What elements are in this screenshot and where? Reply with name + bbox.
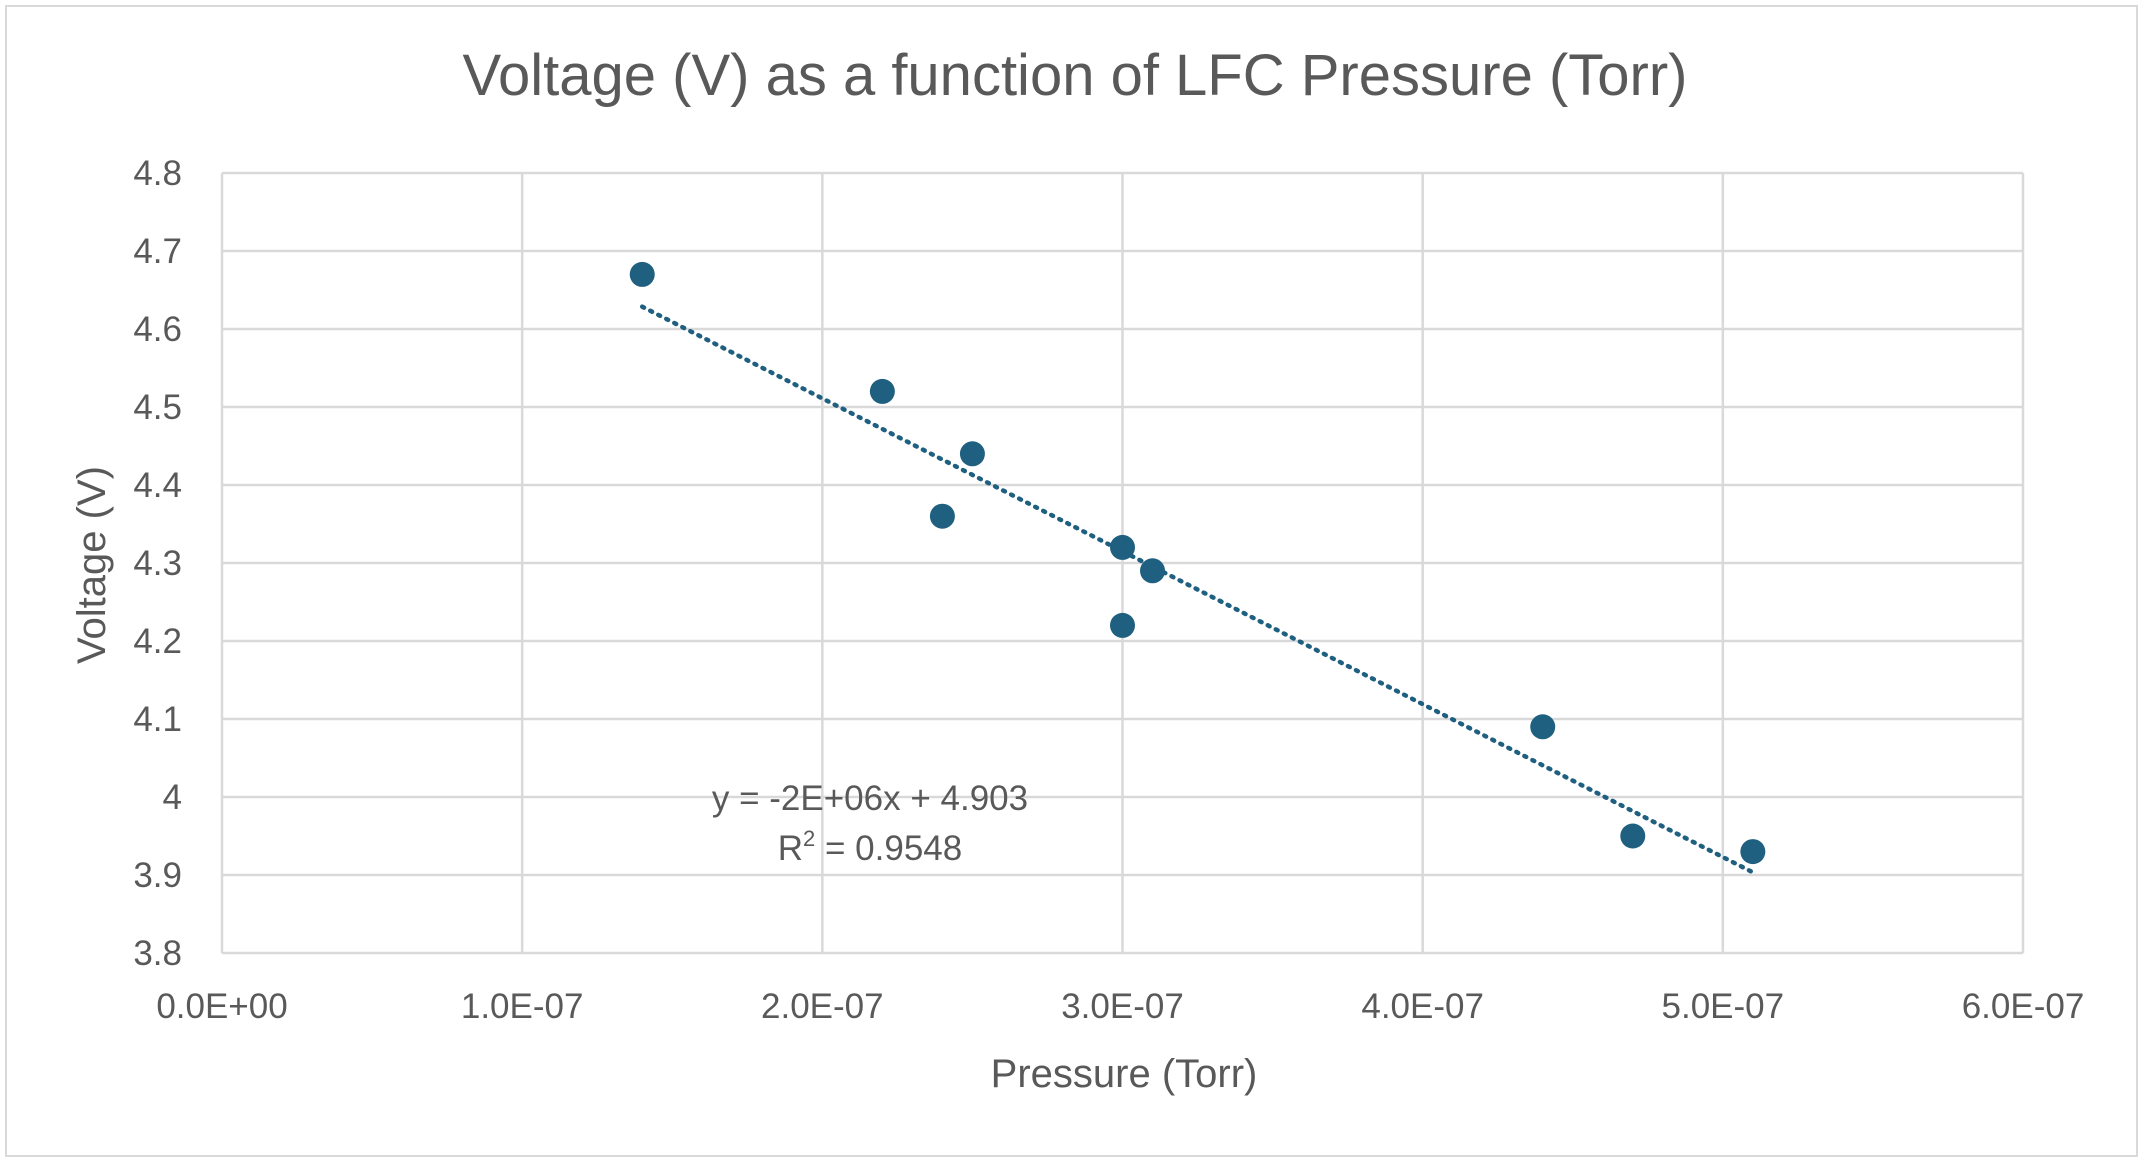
y-tick-label: 4.1 bbox=[133, 700, 182, 739]
data-point bbox=[869, 378, 895, 404]
r-squared-value: = 0.9548 bbox=[815, 829, 962, 868]
gridlines bbox=[220, 171, 2025, 955]
y-axis-tick-labels: 3.8 3.9 4 4.1 4.2 4.3 4.4 4.5 4.6 4.7 4.8 bbox=[133, 154, 182, 973]
x-tick-label: 2.0E-07 bbox=[761, 987, 884, 1026]
data-point bbox=[1530, 714, 1556, 740]
chart-title: Voltage (V) as a function of LFC Pressur… bbox=[463, 43, 1688, 108]
y-axis-title: Voltage (V) bbox=[70, 466, 114, 664]
data-point bbox=[1620, 823, 1646, 849]
x-tick-label: 5.0E-07 bbox=[1662, 987, 1785, 1026]
x-tick-label: 6.0E-07 bbox=[1962, 987, 2085, 1026]
r-squared-exponent: 2 bbox=[803, 826, 815, 851]
y-tick-label: 3.9 bbox=[133, 856, 182, 895]
y-tick-label: 3.8 bbox=[133, 934, 182, 973]
x-axis-tick-labels: 0.0E+00 1.0E-07 2.0E-07 3.0E-07 4.0E-07 5.0E-… bbox=[156, 987, 2084, 1026]
data-point bbox=[1740, 839, 1766, 865]
trendline bbox=[639, 304, 1756, 875]
y-tick-label: 4.6 bbox=[133, 310, 182, 349]
data-point bbox=[1110, 534, 1135, 560]
x-tick-label: 3.0E-07 bbox=[1061, 987, 1184, 1026]
x-tick-label: 4.0E-07 bbox=[1361, 987, 1484, 1026]
data-point bbox=[629, 261, 655, 287]
trendline-equation: y = -2E+06x + 4.903 bbox=[712, 779, 1028, 818]
data-point bbox=[1140, 558, 1166, 584]
data-point bbox=[1110, 612, 1135, 638]
x-axis-title: Pressure (Torr) bbox=[991, 1052, 1258, 1096]
y-tick-label: 4.4 bbox=[133, 466, 182, 505]
y-tick-label: 4.8 bbox=[133, 154, 182, 193]
chart-frame bbox=[5, 5, 2138, 1157]
y-tick-label: 4.5 bbox=[133, 388, 182, 427]
r-squared-label: R2 = 0.9548 bbox=[778, 826, 962, 868]
y-tick-label: 4.3 bbox=[133, 544, 182, 583]
y-tick-label: 4.2 bbox=[133, 622, 182, 661]
x-tick-label: 0.0E+00 bbox=[156, 987, 287, 1026]
data-points bbox=[629, 261, 1766, 865]
r-squared-prefix: R bbox=[778, 829, 803, 868]
x-tick-label: 1.0E-07 bbox=[461, 987, 584, 1026]
y-tick-label: 4.7 bbox=[133, 232, 182, 271]
data-point bbox=[959, 441, 985, 467]
data-point bbox=[929, 503, 955, 529]
trendline-group bbox=[639, 304, 1756, 875]
y-tick-label: 4 bbox=[163, 778, 182, 817]
